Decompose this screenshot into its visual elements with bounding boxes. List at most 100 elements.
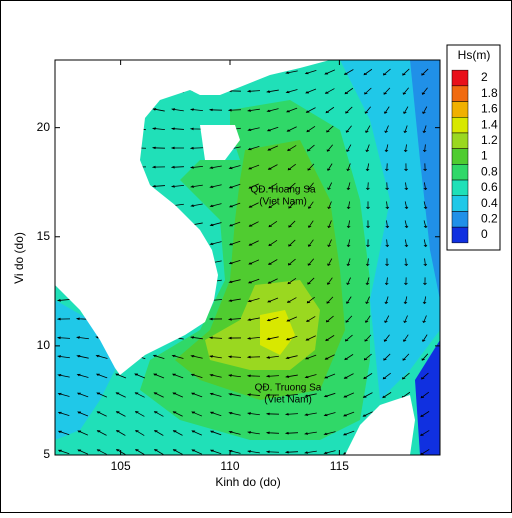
arrow (421, 68, 429, 76)
arrow (265, 431, 279, 435)
arrow (152, 108, 165, 112)
arrow (305, 335, 316, 341)
arrow (404, 201, 409, 210)
arrow (77, 430, 89, 436)
arrow (152, 354, 165, 360)
arrow (326, 296, 334, 304)
colorbar-label: 1.2 (481, 133, 498, 147)
arrow (265, 393, 280, 397)
arrow (325, 335, 335, 342)
arrow (248, 240, 259, 246)
arrow (115, 373, 127, 379)
arrow (247, 317, 260, 321)
annotation: (Viet Nam) (264, 395, 312, 406)
arrow (151, 146, 166, 150)
arrow (305, 88, 317, 94)
arrow (422, 106, 428, 114)
arrow (247, 108, 260, 112)
arrow (135, 429, 145, 436)
arrow (284, 450, 298, 454)
arrow (228, 298, 241, 302)
arrow (403, 296, 408, 305)
arrow (267, 145, 279, 151)
arrow (305, 107, 316, 113)
arrow (422, 296, 427, 305)
arrow (267, 297, 279, 303)
arrow (307, 277, 315, 285)
arrow (346, 201, 351, 210)
arrow (228, 393, 241, 397)
arrow (403, 315, 408, 324)
colorbar-label: 1.8 (481, 86, 498, 100)
arrow (228, 449, 241, 454)
colorbar-cell (451, 179, 469, 197)
arrow (209, 203, 222, 208)
colorbar-cell (451, 148, 469, 165)
arrow (209, 184, 222, 188)
arrow (323, 392, 336, 398)
arrow (343, 392, 355, 398)
colorbar-label: 0 (481, 227, 488, 241)
arrow (209, 222, 222, 227)
arrow (287, 163, 296, 171)
arrow (421, 334, 428, 342)
arrow (115, 392, 126, 398)
arrow (228, 430, 241, 435)
y-tick-label: 5 (43, 447, 50, 461)
arrow (420, 411, 430, 418)
arrow (402, 68, 410, 76)
arrow (324, 373, 336, 379)
arrow (404, 220, 409, 229)
arrow (365, 125, 371, 133)
arrow (96, 411, 107, 417)
arrow (365, 277, 370, 286)
arrow (423, 277, 427, 286)
colorbar-label: 0.6 (481, 180, 498, 194)
arrow (227, 108, 242, 112)
arrow (285, 89, 298, 94)
arrow (423, 220, 428, 229)
colorbar-cell (451, 132, 469, 149)
arrow (286, 297, 297, 303)
arrow (228, 221, 241, 227)
arrow (382, 372, 391, 380)
arrow (172, 449, 183, 455)
arrow (384, 277, 389, 286)
arrow (423, 163, 427, 172)
x-tick-label: 115 (330, 459, 349, 473)
arrow (344, 87, 354, 95)
arrow (288, 182, 296, 190)
arrow (170, 127, 184, 131)
arrow (384, 144, 389, 153)
arrow (421, 353, 429, 361)
arrow (383, 334, 390, 342)
arrow (326, 125, 334, 133)
arrow (189, 165, 203, 169)
arrow (154, 449, 164, 455)
arrow (421, 87, 428, 95)
arrow (323, 431, 336, 436)
arrow (420, 391, 430, 399)
arrow (228, 165, 241, 170)
land (55, 60, 415, 455)
arrow (285, 335, 298, 341)
arrow (76, 373, 89, 378)
arrow (76, 355, 89, 359)
arrow (363, 353, 372, 361)
arrow (404, 277, 408, 286)
y-axis-label: Vi do (do) (12, 232, 26, 284)
arrow (96, 392, 108, 398)
colorbar-cell (451, 117, 469, 134)
arrow (365, 163, 370, 172)
arrow (134, 373, 146, 379)
arrow (304, 393, 317, 397)
arrow (227, 336, 242, 340)
arrow (247, 298, 260, 303)
arrow (228, 374, 241, 378)
arrow (403, 144, 408, 153)
arrow (346, 163, 351, 172)
arrow (362, 392, 373, 398)
arrow (246, 374, 261, 378)
arrow (304, 431, 317, 435)
arrow (365, 144, 370, 153)
